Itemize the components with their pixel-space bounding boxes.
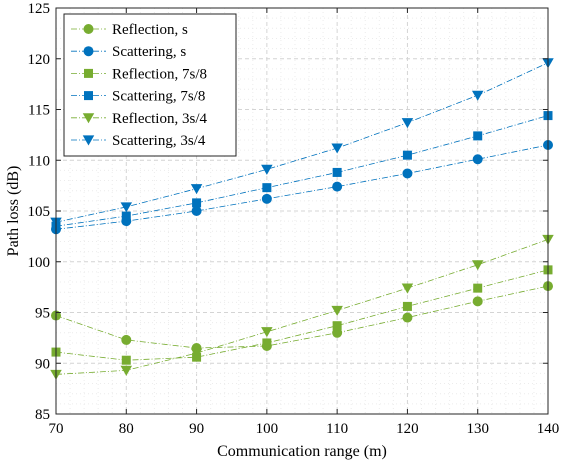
series-line-3 (55, 269, 549, 361)
series-3-point (332, 321, 342, 331)
legend-label-1: Reflection, s (112, 22, 188, 38)
legend-marker-2 (83, 46, 94, 57)
y-tick-label: 85 (35, 407, 50, 423)
series-4-point (402, 150, 412, 160)
series-3-point (402, 301, 412, 311)
x-axis-label: Communication range (m) (217, 443, 387, 460)
legend-label-5: Reflection, 3s/4 (112, 111, 207, 127)
series-1-point (332, 327, 343, 338)
legend-marker-1 (83, 24, 94, 34)
series-line-2 (55, 144, 549, 230)
x-tick-label: 120 (396, 421, 419, 437)
series-6-point (401, 118, 414, 129)
series-6-point (190, 184, 203, 195)
legend-marker-5 (82, 113, 95, 124)
series-5-point (471, 260, 484, 271)
series-3-point (473, 283, 483, 293)
series-5-point (190, 348, 203, 359)
series-5-point (261, 327, 273, 338)
series-6-point (120, 202, 133, 213)
series-1-point (402, 312, 413, 323)
series-6-point (331, 143, 343, 154)
series-line-1 (55, 285, 549, 349)
x-tick-label: 100 (256, 421, 279, 437)
y-axis-label: Path loss (dB) (5, 166, 22, 257)
legend-label-2: Scattering, s (112, 44, 186, 60)
series-6-point (261, 164, 273, 175)
x-tick-label: 130 (466, 421, 489, 437)
series-line-5 (55, 239, 549, 375)
series-2-point (191, 206, 202, 216)
x-tick-label: 80 (119, 421, 134, 437)
series-2-point (261, 193, 272, 204)
tick-labels: 70 80 90 100 110 120 130 140 85 90 95 100 105 110 115 1… (28, 1, 560, 437)
y-tick-label: 105 (28, 204, 51, 220)
series-3-point (262, 338, 272, 348)
y-tick-label: 115 (28, 103, 50, 119)
series-1-point (472, 296, 483, 307)
series-4-point (473, 131, 483, 141)
series-4-point (121, 211, 131, 221)
x-tick-label: 90 (189, 421, 204, 437)
legend-marker-6 (82, 135, 95, 146)
series-2-point (332, 181, 343, 192)
y-tick-label: 110 (28, 153, 50, 169)
series-line-4 (55, 115, 549, 227)
series-line-6 (55, 62, 549, 223)
y-tick-label: 100 (28, 255, 51, 271)
legend-box (63, 13, 237, 157)
series-6-point (471, 90, 484, 101)
series-4-point (332, 167, 342, 177)
legend-label-6: Scattering, 3s/4 (112, 133, 206, 149)
legend-label-4: Scattering, 7s/8 (112, 89, 205, 105)
axis-ticks (55, 7, 549, 415)
x-tick-label: 70 (49, 421, 64, 437)
legend: Reflection, s Scattering, s Reflection, 7s… (63, 13, 237, 157)
series-lines (55, 62, 549, 375)
y-tick-label: 95 (35, 306, 50, 322)
legend-marker-4 (84, 91, 93, 101)
series-3-point (121, 355, 131, 365)
series-5-point (120, 365, 133, 376)
series-2-point (472, 154, 483, 165)
y-tick-label: 120 (28, 52, 51, 68)
y-tick-label: 90 (35, 356, 50, 372)
y-tick-label: 125 (28, 1, 51, 17)
legend-marker-3 (84, 68, 93, 78)
x-tick-label: 110 (326, 421, 348, 437)
series-4-point (192, 198, 202, 208)
series-5-point (331, 305, 343, 316)
x-tick-label: 140 (537, 421, 560, 437)
series-4-point (262, 183, 272, 193)
series-2-point (402, 168, 413, 179)
series-5-point (401, 283, 414, 294)
legend-label-3: Reflection, 7s/8 (112, 66, 207, 82)
series-1-point (121, 334, 132, 345)
